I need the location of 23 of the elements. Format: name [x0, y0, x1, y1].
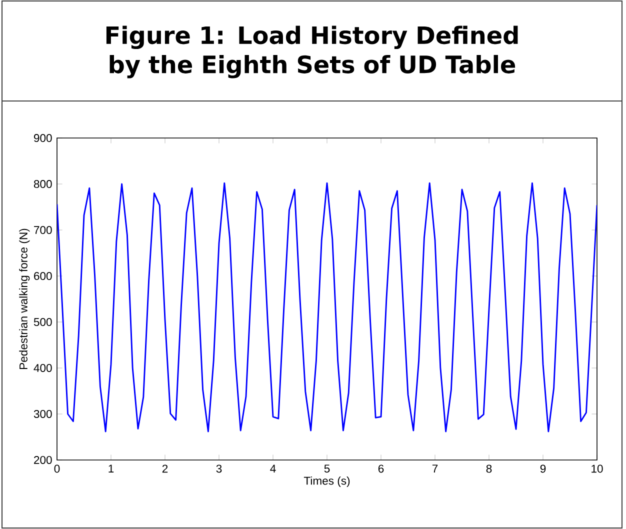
- x-tick-label: 6: [378, 464, 384, 473]
- y-tick-label: 200: [34, 456, 52, 464]
- y-tick-label: 800: [34, 180, 52, 188]
- x-tick-label: 5: [324, 464, 330, 473]
- y-tick-label: 700: [34, 226, 52, 234]
- x-axis-title: Times (s): [304, 476, 350, 487]
- x-tick-label: 8: [486, 464, 492, 473]
- line-series: [57, 182, 598, 432]
- x-tick-label: 2: [162, 464, 168, 473]
- chart-title: Figure 1: Load History Defined by the Eighth Sets of UD Table: [106, 26, 518, 78]
- x-tick-label: 3: [216, 464, 222, 473]
- y-tick-label: 900: [34, 134, 52, 142]
- y-tick-label: 300: [34, 410, 52, 418]
- x-tick-label: 7: [432, 464, 438, 472]
- y-tick-label: 400: [34, 364, 52, 372]
- x-tick-label: 1: [108, 464, 114, 472]
- y-axis-title: Pedestrian walking force (N): [19, 228, 30, 370]
- x-tick-label: 4: [270, 464, 276, 472]
- y-tick-label: 600: [34, 272, 52, 280]
- x-tick-label: 10: [592, 464, 603, 473]
- y-tick-label: 500: [34, 318, 52, 326]
- x-tick-label: 0: [54, 464, 60, 473]
- x-tick-label: 9: [540, 464, 546, 473]
